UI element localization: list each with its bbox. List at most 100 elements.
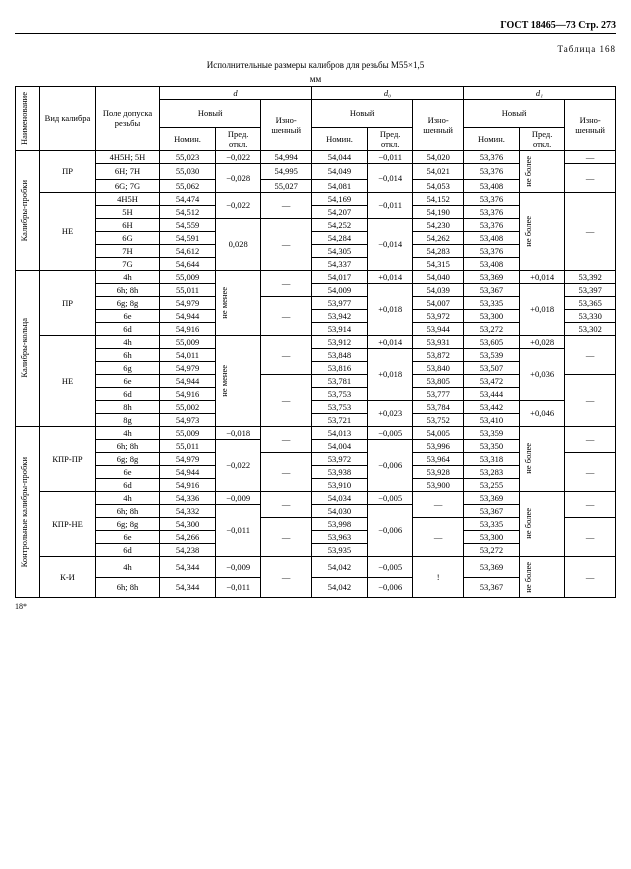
cell: ! [413, 556, 464, 598]
cell: 53,376 [463, 218, 519, 231]
cell: 54,994 [261, 150, 312, 163]
cell: — [261, 296, 312, 335]
cell: 53,928 [413, 465, 464, 478]
cell: Калибры-пробки [16, 150, 40, 270]
cell: 53,330 [565, 309, 616, 322]
cell: 53,914 [311, 322, 367, 335]
cell: 54,017 [311, 270, 367, 283]
cell: 54,337 [311, 257, 367, 270]
cell: 6h; 8h [96, 504, 160, 517]
col-d: d [233, 88, 237, 98]
cell: 53,408 [463, 179, 519, 192]
cell: 54,005 [413, 426, 464, 439]
cell: КПР-НЕ [40, 491, 96, 556]
cell: 54,315 [413, 257, 464, 270]
cell: 7G [96, 257, 160, 270]
cell: ПР [40, 270, 96, 335]
table-number: Таблица 168 [15, 44, 616, 54]
cell: 54,011 [160, 348, 216, 361]
cell: −0,006 [367, 577, 412, 598]
cell: 55,011 [160, 439, 216, 452]
cell: 54,284 [311, 231, 367, 244]
cell: 54,995 [261, 163, 312, 179]
page-footer: 18* [15, 602, 616, 611]
table-row: Калибры-пробкиПР4H5H; 5H55,023−0,02254,9… [16, 150, 616, 163]
cell: 53,444 [463, 387, 519, 400]
cell: −0,011 [216, 577, 261, 598]
cell: 54,944 [160, 465, 216, 478]
cell: 53,721 [311, 413, 367, 426]
cell: 53,255 [463, 478, 519, 491]
cell: 54,973 [160, 413, 216, 426]
cell: 53,753 [311, 387, 367, 400]
cell: 53,376 [463, 192, 519, 205]
cell: — [261, 270, 312, 296]
cell: — [261, 335, 312, 374]
col-izn-d: Изно-шенный [261, 100, 312, 151]
cell: 6h [96, 348, 160, 361]
cell: КПР-ПР [40, 426, 96, 491]
cell: 54,230 [413, 218, 464, 231]
cell: +0,014 [367, 335, 412, 348]
cell: 53,605 [463, 335, 519, 348]
cell: 55,009 [160, 270, 216, 283]
cell: −0,022 [216, 150, 261, 163]
cell: −0,018 [216, 426, 261, 439]
cell: 54,916 [160, 322, 216, 335]
cell: 53,816 [311, 361, 367, 374]
cell: 54,283 [413, 244, 464, 257]
cell: 54,344 [160, 556, 216, 577]
cell: — [261, 556, 312, 598]
cell: 53,376 [463, 244, 519, 257]
cell: 53,300 [463, 309, 519, 322]
cell: 6h; 8h [96, 439, 160, 452]
cell: 53,376 [463, 163, 519, 179]
cell: 54,044 [311, 150, 367, 163]
col-izn-d0: Изно-шенный [413, 100, 464, 151]
cell: +0,028 [519, 335, 564, 348]
cell: 54,332 [160, 504, 216, 517]
col-izn-d1: Изно-шенный [565, 100, 616, 151]
table-row: НЕ4h55,009не менее—53,912+0,01453,93153,… [16, 335, 616, 348]
cell: 54,252 [311, 218, 367, 231]
cell: −0,028 [216, 163, 261, 192]
cell: −0,009 [216, 491, 261, 504]
cell: 55,027 [261, 179, 312, 192]
cell: 53,964 [413, 452, 464, 465]
cell: 54,020 [413, 150, 464, 163]
cell: 53,410 [463, 413, 519, 426]
cell: 54,152 [413, 192, 464, 205]
cell: −0,006 [367, 504, 412, 556]
cell: 54,644 [160, 257, 216, 270]
cell: −0,022 [216, 439, 261, 491]
cell: не более [519, 491, 564, 556]
cell: — [413, 491, 464, 517]
cell: 54,053 [413, 179, 464, 192]
cell: 53,805 [413, 374, 464, 387]
cell: — [413, 517, 464, 556]
cell: 6h; 8h [96, 283, 160, 296]
col-novy-d1: Новый [463, 100, 564, 128]
cell: не более [519, 150, 564, 192]
cell: 54,004 [311, 439, 367, 452]
cell: 53,367 [463, 504, 519, 517]
cell: не более [519, 556, 564, 598]
cell: 6g [96, 361, 160, 374]
cell: 53,359 [463, 426, 519, 439]
cell: 54,169 [311, 192, 367, 205]
cell: 53,931 [413, 335, 464, 348]
cell: 0,028 [216, 218, 261, 270]
cell: 4H5H; 5H [96, 150, 160, 163]
cell: 53,272 [463, 322, 519, 335]
cell: 55,009 [160, 426, 216, 439]
cell: — [565, 517, 616, 556]
cell: 54,040 [413, 270, 464, 283]
cell: — [261, 452, 312, 491]
cell: 6d [96, 543, 160, 556]
cell: 54,013 [311, 426, 367, 439]
table-row: 6h; 8h55,01154,009+0,01854,03953,367+0,0… [16, 283, 616, 296]
cell: −0,014 [367, 218, 412, 270]
cell: 53,784 [413, 400, 464, 413]
cell: 55,009 [160, 335, 216, 348]
cell: 54,034 [311, 491, 367, 504]
